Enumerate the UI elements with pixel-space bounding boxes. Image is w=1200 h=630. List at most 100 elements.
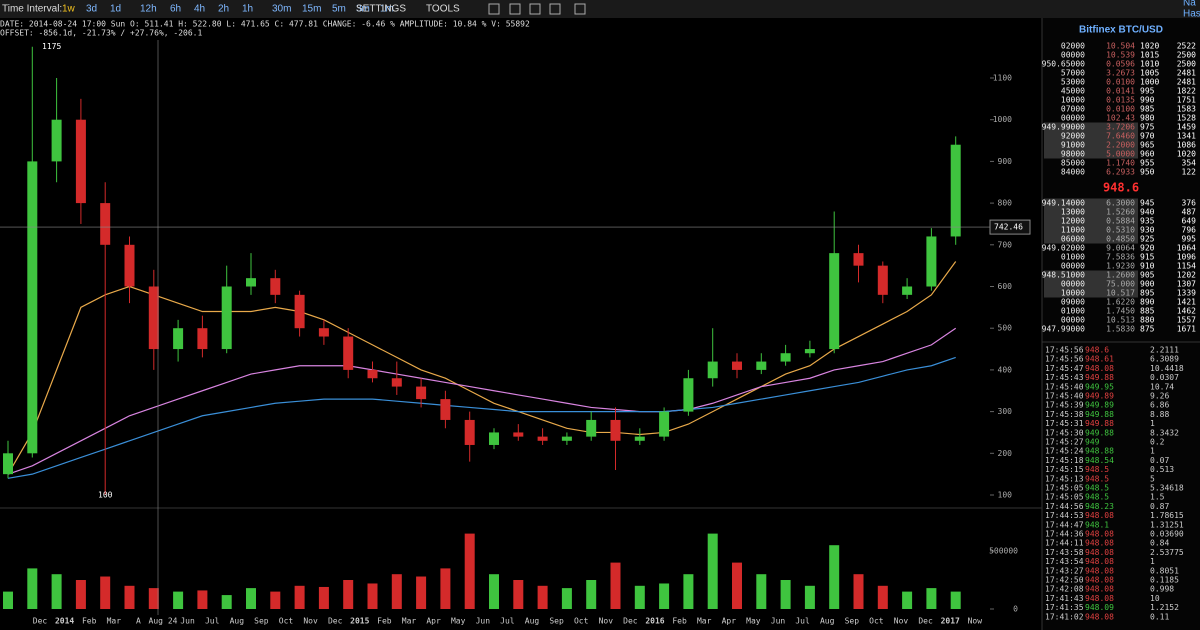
interval-button[interactable]: 6h	[170, 4, 181, 15]
y-tick-label: 800	[998, 199, 1013, 208]
volume-bar	[416, 576, 427, 609]
trade-time: 17:45:05	[1045, 493, 1084, 502]
book-cell: 354	[1182, 159, 1197, 168]
candle-body	[829, 253, 840, 350]
x-tick-label: May	[451, 617, 466, 626]
volume-bar	[756, 574, 767, 609]
book-cell: 3.7206	[1106, 123, 1135, 132]
volume-bar	[124, 585, 135, 609]
book-cell: 1202	[1177, 271, 1196, 280]
trade-amount: 1	[1150, 557, 1155, 566]
book-cell: 1000	[1140, 78, 1159, 87]
book-cell: 985	[1140, 105, 1155, 114]
volume-bar	[853, 574, 864, 609]
trade-time: 17:45:27	[1045, 438, 1084, 447]
x-tick-label: Now	[968, 617, 983, 626]
book-cell: 980	[1140, 114, 1155, 123]
book-cell: 1421	[1177, 298, 1196, 307]
interval-button[interactable]: 1h	[242, 4, 253, 15]
menu-button[interactable]: TOOLS	[426, 4, 460, 15]
x-tick-label: Aug 24	[149, 617, 178, 626]
trade-time: 17:45:56	[1045, 355, 1084, 364]
interval-label: Time Interval:	[2, 4, 62, 15]
book-cell: 01000	[1061, 253, 1085, 262]
x-tick-label: Oct	[279, 617, 294, 626]
volume-bar	[829, 545, 840, 609]
trade-price: 948.08	[1085, 364, 1114, 373]
book-cell: 945	[1140, 199, 1155, 208]
x-tick-label: Mar	[402, 617, 417, 626]
row-highlight	[1044, 131, 1138, 141]
x-tick-label: May	[746, 617, 761, 626]
book-cell: 0.5884	[1106, 217, 1135, 226]
moving-average	[7, 261, 957, 475]
trade-price: 948.08	[1085, 576, 1114, 585]
trade-time: 17:41:02	[1045, 612, 1084, 621]
menu-button[interactable]: SETTINGS	[356, 4, 406, 15]
book-cell: 10.517	[1106, 289, 1135, 298]
book-cell: 10000	[1061, 96, 1085, 105]
trade-time: 17:45:39	[1045, 401, 1084, 410]
trade-price: 948.08	[1085, 612, 1114, 621]
trade-amount: 0.11	[1150, 612, 1169, 621]
x-tick-label: 2014	[55, 617, 74, 626]
toolbar-bg	[0, 0, 1200, 18]
tool-icon[interactable]	[549, 3, 561, 15]
candle-body	[3, 453, 13, 475]
volume-bar	[51, 574, 62, 609]
volume-bar	[732, 562, 742, 609]
book-cell: 925	[1140, 235, 1155, 244]
trade-time: 17:42:50	[1045, 576, 1084, 585]
volume-bar	[683, 574, 694, 609]
interval-button[interactable]: 3d	[86, 4, 97, 15]
trade-price: 949.95	[1085, 382, 1114, 391]
interval-button[interactable]: 12h	[140, 4, 157, 15]
book-cell: 1462	[1177, 307, 1196, 316]
trade-price: 948.5	[1085, 484, 1109, 493]
tool-icon[interactable]	[574, 3, 586, 15]
interval-button[interactable]: 2h	[218, 4, 229, 15]
candle-body	[489, 432, 499, 445]
tool-icon[interactable]	[529, 3, 541, 15]
book-cell: 1.7450	[1106, 307, 1135, 316]
candle-body	[51, 119, 62, 162]
book-cell: 949.02000	[1042, 244, 1086, 253]
x-tick-label: Feb	[82, 617, 97, 626]
v-tick-label: 0	[1013, 605, 1018, 614]
interval-button[interactable]: 1d	[110, 4, 121, 15]
interval-button[interactable]: 4h	[194, 4, 205, 15]
x-tick-label: Apr	[426, 617, 441, 626]
interval-button[interactable]: 1w	[62, 4, 76, 15]
book-cell: 796	[1182, 226, 1197, 235]
interval-button[interactable]: 1m	[380, 4, 394, 15]
volume-bar	[634, 585, 645, 609]
interval-button[interactable]: 3m	[356, 4, 370, 15]
crosshair-tag	[989, 219, 1031, 235]
book-cell: 3.2673	[1106, 69, 1135, 78]
volume-bar	[318, 586, 329, 609]
trade-amount: 10.74	[1150, 382, 1174, 391]
row-highlight	[1044, 149, 1138, 159]
interval-button[interactable]: 5m	[332, 4, 346, 15]
interval-button[interactable]: 15m	[302, 4, 321, 15]
trade-time: 17:45:13	[1045, 474, 1084, 483]
tool-icon[interactable]	[509, 3, 521, 15]
book-cell: 84000	[1061, 168, 1085, 177]
trade-amount: 0.2	[1150, 438, 1165, 447]
trade-price: 948.08	[1085, 539, 1114, 548]
book-cell: 10.539	[1106, 51, 1135, 60]
volume-bar	[75, 580, 86, 609]
trade-time: 17:44:56	[1045, 502, 1084, 511]
interval-button[interactable]: 30m	[272, 4, 291, 15]
trade-price: 948.09	[1085, 603, 1114, 612]
trade-amount: 9.26	[1150, 392, 1169, 401]
x-tick-label: Aug	[525, 617, 540, 626]
tool-icon[interactable]	[488, 3, 500, 15]
volume-bar	[513, 580, 524, 609]
book-cell: 57000	[1061, 69, 1085, 78]
book-cell: 2500	[1177, 51, 1196, 60]
book-cell: 13000	[1061, 208, 1085, 217]
book-cell: 915	[1140, 253, 1155, 262]
trade-price: 948.6	[1085, 346, 1109, 355]
book-cell: 1.5260	[1106, 208, 1135, 217]
